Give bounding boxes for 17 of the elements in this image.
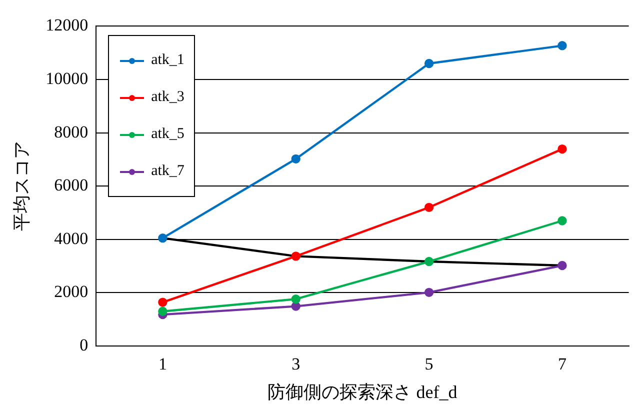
y-tick-label: 8000 — [54, 122, 88, 142]
legend-label: atk_7 — [151, 163, 184, 180]
x-tick-label: 7 — [558, 354, 567, 374]
y-tick-label: 2000 — [54, 282, 88, 302]
x-axis-title: 防御側の探索深さ def_d — [268, 382, 458, 402]
y-tick-label: 4000 — [54, 228, 88, 248]
y-tick-label: 10000 — [46, 68, 88, 88]
legend-label: atk_5 — [151, 126, 184, 144]
legend-label: atk_1 — [151, 52, 184, 70]
x-tick-label: 3 — [292, 354, 300, 374]
x-tick-label: 5 — [424, 354, 434, 374]
y-axis-title: 平均スコア — [12, 141, 32, 232]
y-tick-label: 0 — [80, 335, 88, 354]
x-tick-label: 1 — [158, 354, 167, 374]
y-tick-label: 12000 — [46, 16, 88, 35]
legend-label: atk_3 — [151, 89, 184, 106]
y-tick-label: 6000 — [54, 176, 88, 195]
